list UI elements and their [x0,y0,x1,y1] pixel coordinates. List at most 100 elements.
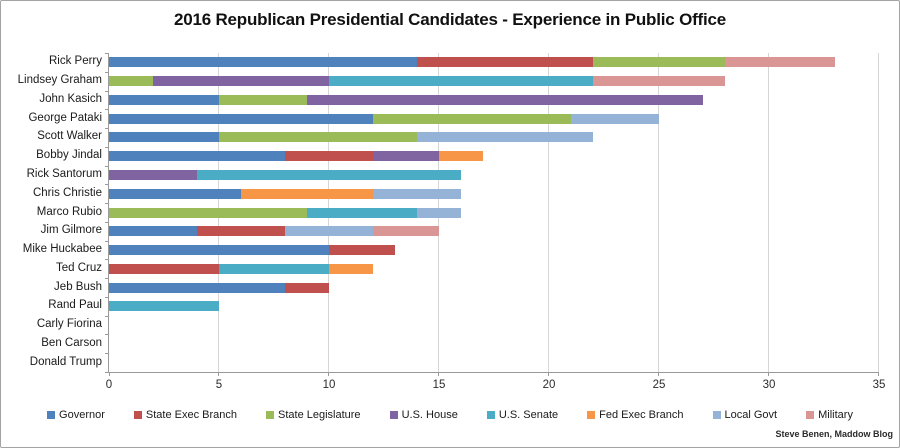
bar-segment [417,208,461,218]
x-tick-label: 20 [542,379,556,391]
bar-segment [571,114,659,124]
y-axis-tick [105,222,109,223]
x-tick-label: 30 [762,379,776,391]
legend-item: U.S. House [389,409,458,421]
bar-segment [153,76,329,86]
bar-segment [373,114,571,124]
legend-item: U.S. Senate [486,409,559,421]
bar-segment [329,76,593,86]
bar-segment [307,208,417,218]
attribution: Steve Benen, Maddow Blog [775,429,893,439]
y-axis-tick [105,297,109,298]
bar-segment [285,226,373,236]
plot-area: 0 5 10 15 20 25 30 35 Rick Perry Lindsey Graham Jo… [18,53,885,391]
x-axis-tick [768,372,769,376]
y-axis-tick [105,241,109,242]
y-axis-tick [105,316,109,317]
x-axis-tick [328,372,329,376]
y-axis-tick [105,72,109,73]
legend-swatch [133,411,142,419]
legend-swatch [47,411,56,419]
category-label: Carly Fiorina [36,318,102,330]
x-tick-label: 15 [432,379,446,391]
bar-segment [109,114,373,124]
gridline [548,53,549,372]
gridline [658,53,659,372]
legend-swatch [389,411,398,419]
x-axis-tick [218,372,219,376]
category-label: Jeb Bush [54,281,102,293]
bar-segment [197,226,285,236]
bar-segment [109,301,219,311]
y-axis-tick [105,147,109,148]
legend-swatch [266,411,274,419]
legend-label: Governor [59,409,105,421]
bar-segment [593,76,725,86]
category-label: Bobby Jindal [36,149,102,161]
legend-swatch [587,411,596,419]
legend-item: Governor [47,409,105,421]
bar-segment [109,208,307,218]
legend-label: Military [818,409,853,421]
category-label: Lindsey Graham [17,74,102,86]
y-axis-tick [105,259,109,260]
bar-segment [373,226,439,236]
x-tick-label: 5 [215,379,223,391]
x-tick-label: 10 [322,379,336,391]
bar-segment [417,57,593,67]
x-axis-tick [548,372,549,376]
legend-swatch [486,411,495,419]
gridline [768,53,769,372]
legend-item: State Legislature [266,409,361,421]
bar-segment [109,189,241,199]
legend-label: U.S. House [401,409,458,421]
gridline [878,53,879,372]
category-label: Mike Huckabee [22,243,102,255]
bar-segment [593,57,725,67]
bar-segment [109,151,285,161]
y-axis-tick [105,128,109,129]
legend-label: U.S. Senate [498,409,559,421]
bar-segment [241,189,373,199]
y-axis-tick [105,166,109,167]
legend-label: Local Govt [724,409,778,421]
legend-item: Fed Exec Branch [587,409,684,421]
bar-segment [307,95,703,105]
bar-segment [329,245,395,255]
category-label: Rick Santorum [26,168,102,180]
category-label: George Pataki [28,112,102,124]
bar-segment [219,132,417,142]
bar-segment [373,151,439,161]
category-label: Jim Gilmore [40,224,102,236]
x-axis-tick [109,372,110,376]
bar-segment [109,170,197,180]
bar-segment [109,57,417,67]
bar-segment [285,151,373,161]
legend-item: State Exec Branch [133,409,237,421]
bar-segment [109,132,219,142]
x-tick-label: 25 [652,379,666,391]
x-axis-tick [438,372,439,376]
bar-segment [109,76,153,86]
bar-segment [109,283,285,293]
y-axis-tick [105,203,109,204]
legend-label: State Legislature [278,409,361,421]
bar-segment [197,170,461,180]
category-label: Scott Walker [37,130,102,142]
y-axis-tick [105,91,109,92]
legend-label: State Exec Branch [145,409,237,421]
legend-label: Fed Exec Branch [599,409,684,421]
y-axis-tick [105,278,109,279]
category-label: Donald Trump [29,356,102,368]
bar-segment [109,226,197,236]
bar-segment [725,57,835,67]
bar-segment [219,95,307,105]
x-tick-label: 35 [872,379,886,391]
x-tick-label: 0 [105,379,113,391]
legend: Governor State Exec Branch State Legislatu… [1,409,899,421]
legend-item: Local Govt [712,409,778,421]
category-label: John Kasich [39,93,102,105]
bar-segment [417,132,593,142]
y-axis-tick [105,334,109,335]
